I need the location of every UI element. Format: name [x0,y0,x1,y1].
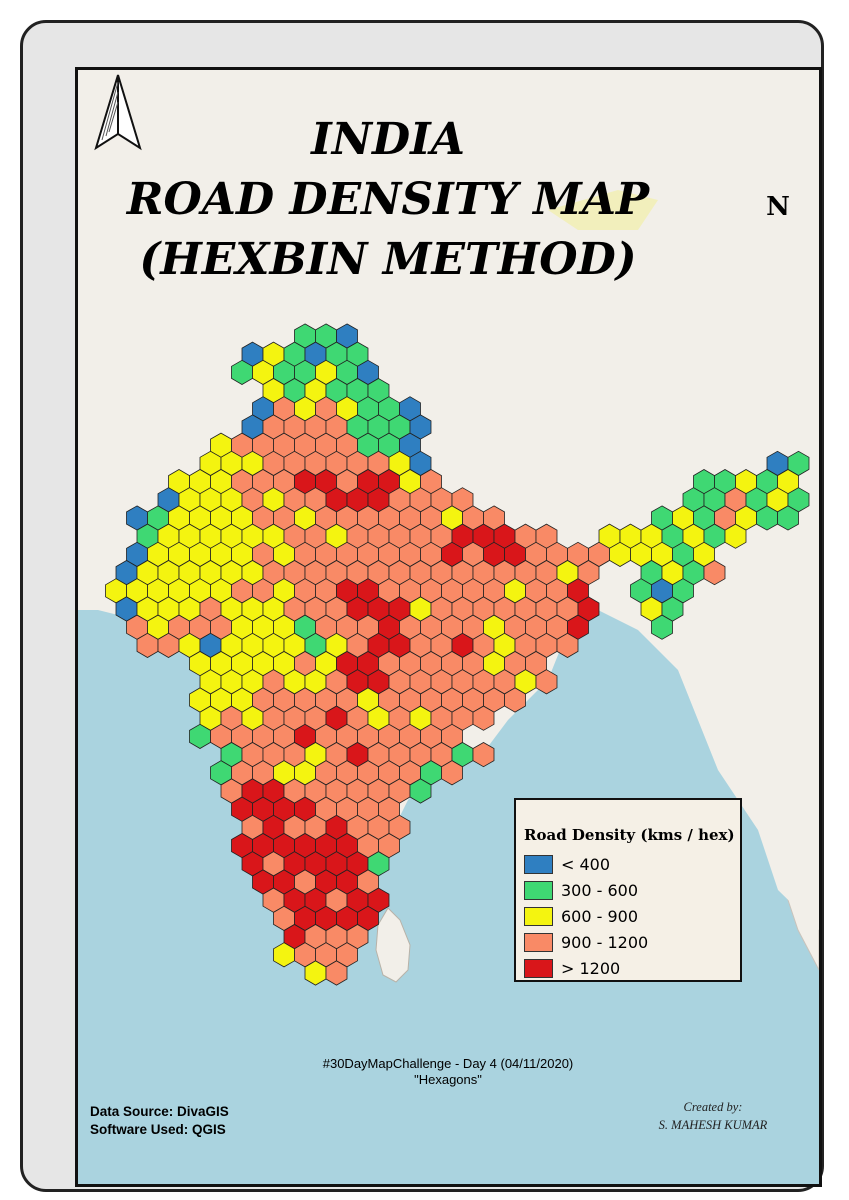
hex-cell [409,778,432,804]
author-name: S. MAHESH KUMAR [658,1118,768,1132]
created-by-label: Created by: [683,1100,743,1114]
legend-swatch [524,906,553,926]
poster-frame: INDIA ROAD DENSITY MAP (HEXBIN METHOD) N… [20,20,824,1192]
hex-cell [504,687,526,713]
map-canvas [78,70,819,986]
hex-cell [777,505,799,531]
land-sri-lanka [375,907,411,983]
title-line-3: (HEXBIN METHOD) [139,234,637,285]
hex-cell [472,705,495,731]
hex-cell [535,669,558,695]
legend-label: 600 - 900 [561,906,639,926]
legend-swatch [524,932,553,952]
north-label: N [766,192,790,222]
hexbin-layer [105,323,810,986]
credits: Data Source: DivaGIS Software Used: QGIS [90,1103,229,1139]
legend: Road Density (kms / hex) < 400 300 - 600… [514,798,742,982]
author-credit: Created by: S. MAHESH KUMAR [638,1098,788,1134]
map-title: INDIA ROAD DENSITY MAP (HEXBIN METHOD) [108,110,668,290]
legend-item-above-1200: > 1200 [524,958,620,978]
desert-region [548,190,658,230]
hex-cell [651,614,673,640]
legend-label: 300 - 600 [561,880,639,900]
legend-label: > 1200 [561,958,621,978]
map-frame: INDIA ROAD DENSITY MAP (HEXBIN METHOD) N… [75,67,822,1187]
legend-swatch [524,854,553,874]
legend-swatch [524,880,553,900]
legend-item-below-400: < 400 [524,854,610,874]
legend-swatch [524,958,553,978]
hex-cell [724,523,747,549]
land-southeast-asia [638,630,819,930]
title-line-1: INDIA [311,114,465,165]
title-line-2: ROAD DENSITY MAP [126,174,650,225]
challenge-line-1: #30DayMapChallenge - Day 4 (04/11/2020) [322,1056,574,1071]
legend-item-600-900: 600 - 900 [524,906,638,926]
challenge-caption: #30DayMapChallenge - Day 4 (04/11/2020) … [268,1056,628,1088]
legend-item-900-1200: 900 - 1200 [524,932,648,952]
software-used: Software Used: QGIS [90,1122,226,1137]
data-source: Data Source: DivaGIS [90,1104,229,1119]
hex-cell [472,742,495,768]
hex-cell [703,560,726,586]
hex-cell [441,760,463,786]
hex-cell [556,632,579,658]
challenge-line-2: "Hexagons" [414,1072,482,1087]
legend-label: < 400 [561,854,611,874]
legend-label: 900 - 1200 [561,932,649,952]
legend-title: Road Density (kms / hex) [524,826,735,844]
hex-cell [325,960,348,986]
north-arrow-icon [94,74,142,151]
legend-item-300-600: 300 - 600 [524,880,638,900]
